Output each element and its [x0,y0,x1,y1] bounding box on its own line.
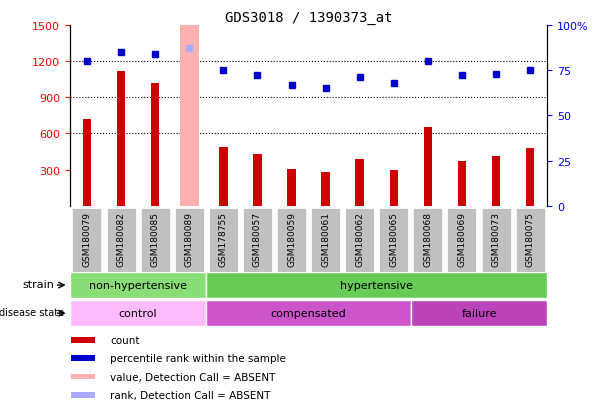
Bar [71,392,94,398]
FancyBboxPatch shape [413,209,443,295]
Text: control: control [119,309,157,318]
FancyBboxPatch shape [174,209,204,295]
Bar [71,337,94,343]
Bar [322,173,330,206]
Text: strain: strain [22,279,54,289]
Bar [71,374,94,380]
Title: GDS3018 / 1390373_at: GDS3018 / 1390373_at [225,11,392,25]
Bar [70,273,206,298]
FancyBboxPatch shape [311,209,340,295]
Bar [180,26,199,206]
Bar [356,159,364,206]
Text: disease state: disease state [0,307,64,317]
FancyBboxPatch shape [72,209,102,295]
Bar [83,120,91,206]
Bar [411,301,547,326]
Text: count: count [110,335,140,345]
FancyBboxPatch shape [345,209,374,295]
Text: value, Detection Call = ABSENT: value, Detection Call = ABSENT [110,372,275,382]
Text: GSM180061: GSM180061 [321,211,330,266]
Text: hypertensive: hypertensive [340,280,413,290]
Text: percentile rank within the sample: percentile rank within the sample [110,354,286,363]
Bar [70,301,206,326]
Bar [219,147,227,206]
Text: non-hypertensive: non-hypertensive [89,280,187,290]
Bar [151,83,159,206]
Bar [492,157,500,206]
Text: GSM180089: GSM180089 [185,211,194,266]
FancyBboxPatch shape [447,209,477,295]
Bar [288,169,295,206]
Bar [253,154,261,206]
Text: GSM180085: GSM180085 [151,211,160,266]
FancyBboxPatch shape [243,209,272,295]
FancyBboxPatch shape [106,209,136,295]
Bar [390,170,398,206]
FancyBboxPatch shape [516,209,545,295]
Text: GSM180068: GSM180068 [423,211,432,266]
FancyBboxPatch shape [277,209,306,295]
Text: GSM178755: GSM178755 [219,211,228,266]
Text: GSM180079: GSM180079 [83,211,91,266]
FancyBboxPatch shape [140,209,170,295]
Bar [71,356,94,361]
FancyBboxPatch shape [482,209,511,295]
Text: GSM180069: GSM180069 [457,211,466,266]
Text: GSM180073: GSM180073 [491,211,500,266]
Bar [206,301,411,326]
Bar [526,149,534,206]
FancyBboxPatch shape [209,209,238,295]
Text: GSM180057: GSM180057 [253,211,262,266]
Bar [206,273,547,298]
Text: GSM180059: GSM180059 [287,211,296,266]
Text: compensated: compensated [271,309,347,318]
Text: GSM180082: GSM180082 [117,211,126,266]
Bar [458,162,466,206]
Text: GSM180062: GSM180062 [355,211,364,266]
Text: GSM180065: GSM180065 [389,211,398,266]
Text: rank, Detection Call = ABSENT: rank, Detection Call = ABSENT [110,390,271,400]
Bar [424,128,432,206]
Bar [117,71,125,206]
Text: GSM180075: GSM180075 [526,211,534,266]
FancyBboxPatch shape [379,209,409,295]
Text: failure: failure [461,309,497,318]
